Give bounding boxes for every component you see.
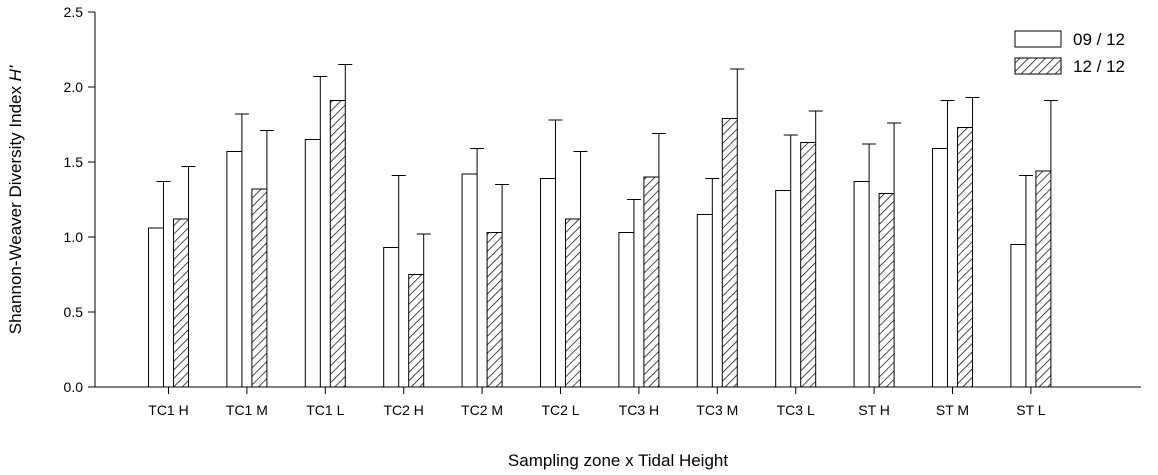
x-tick-label: TC2 L: [541, 402, 579, 418]
bar-12-12: [1035, 170, 1052, 388]
bar-09-12: [226, 151, 243, 388]
bar-12-12: [173, 218, 189, 388]
bar-09-12: [1010, 244, 1027, 388]
legend-swatch-12-12: [1014, 57, 1062, 75]
bar-12-12: [565, 218, 581, 388]
legend-label: 12 / 12: [1073, 57, 1125, 76]
bars-layer: [148, 100, 1052, 388]
y-axis-label-symbol: H': [6, 65, 25, 81]
x-tick-label: TC3 L: [777, 402, 815, 418]
y-axis-label-text: Shannon-Weaver Diversity Index: [6, 81, 25, 334]
bar-09-12: [540, 178, 556, 388]
bar-09-12: [461, 173, 478, 388]
bar-12-12: [878, 193, 895, 388]
bar-09-12: [148, 227, 164, 388]
bar-09-12: [383, 247, 400, 388]
bar-09-12: [304, 139, 321, 388]
bar-12-12: [800, 142, 817, 388]
legend-label: 09 / 12: [1073, 30, 1125, 49]
legend-swatch-09-12: [1014, 30, 1062, 48]
x-tick-label: TC1 M: [226, 402, 268, 418]
x-tick-label: TC1 L: [306, 402, 344, 418]
bar-09-12: [618, 232, 635, 388]
x-tick-label: TC3 H: [619, 402, 659, 418]
x-tick-label: TC1 H: [148, 402, 188, 418]
bar-12-12: [251, 188, 268, 388]
x-tick-label: TC2 M: [461, 402, 503, 418]
x-axis-label: Sampling zone x Tidal Height: [508, 451, 728, 470]
y-tick-label: 1.5: [64, 154, 84, 170]
y-tick-label: 2.0: [64, 79, 84, 95]
bar-12-12: [408, 274, 425, 388]
error-bars-layer: [156, 64, 1058, 275]
bar-09-12: [775, 190, 792, 388]
bar-12-12: [721, 118, 738, 388]
y-tick-label: 0.0: [64, 379, 84, 395]
bar-12-12: [643, 176, 660, 388]
x-tick-label: TC2 H: [383, 402, 423, 418]
bar-09-12: [932, 148, 948, 388]
y-axis-label: Shannon-Weaver Diversity Index H': [6, 65, 25, 334]
legend: 09 / 12 12 / 12: [1014, 30, 1125, 76]
x-tick-label: ST M: [936, 402, 969, 418]
x-tick-label: ST H: [858, 402, 890, 418]
y-tick-label: 1.0: [64, 229, 84, 245]
bar-12-12: [957, 127, 973, 388]
tick-layer: 0.0 0.5 1.0 1.5 2.0 2.5 TC1 H TC1 M TC1 L TC2 H TC…: [64, 4, 1046, 418]
x-tick-label: ST L: [1016, 402, 1046, 418]
bar-09-12: [696, 214, 713, 388]
y-tick-label: 0.5: [64, 304, 84, 320]
bar-09-12: [853, 181, 870, 388]
bar-12-12: [486, 232, 503, 388]
bar-12-12: [329, 100, 346, 388]
y-tick-label: 2.5: [64, 4, 84, 20]
x-tick-label: TC3 M: [696, 402, 738, 418]
